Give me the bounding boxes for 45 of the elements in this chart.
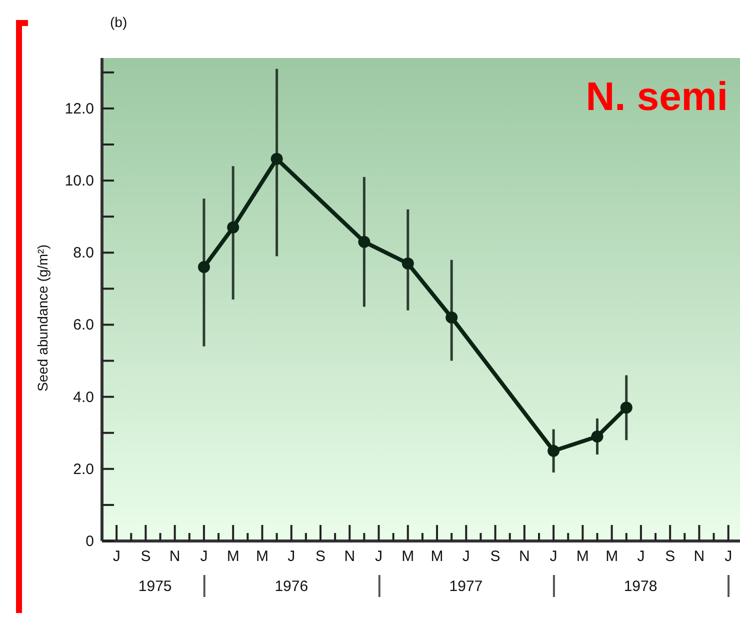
x-tick-label: J: [288, 548, 296, 565]
x-tick-label: S: [140, 548, 151, 565]
x2-tick-label: 1976: [274, 578, 308, 595]
x-tick-label: M: [226, 548, 240, 565]
x-tick-label: J: [375, 548, 383, 565]
x-tick-label: S: [665, 548, 676, 565]
x-tick-label: M: [256, 548, 268, 565]
y-tick-label: 6.0: [73, 316, 94, 334]
y-tick-label: 8.0: [73, 244, 94, 262]
x-tick-label: M: [576, 548, 589, 565]
x-tick-label: N: [694, 548, 705, 565]
y-axis-title: Seed abundance (g/m²): [35, 244, 51, 392]
point: [270, 152, 283, 165]
x-tick-label: M: [606, 548, 618, 565]
x-tick-label: J: [637, 548, 645, 565]
y-tick-label: 0: [86, 533, 94, 550]
x-tick-label: J: [462, 548, 470, 565]
x2-tick-label: 1978: [624, 578, 658, 595]
x2-tick-label: 1975: [138, 578, 172, 595]
x-tick-label: J: [112, 548, 120, 565]
point: [227, 221, 240, 234]
point: [620, 402, 632, 414]
point: [548, 444, 560, 457]
annotation: N. semi: [586, 74, 728, 120]
chart-title: (b): [110, 14, 128, 30]
point: [358, 236, 370, 248]
x-tick-label: N: [169, 548, 180, 565]
x-tick-label: N: [344, 548, 356, 565]
x-tick-label: M: [430, 548, 444, 565]
y-tick-label: 4.0: [73, 388, 94, 406]
x-tick-label: S: [315, 548, 326, 565]
y-tick-label: 2.0: [73, 460, 94, 478]
y-tick-label: 10.0: [64, 172, 94, 190]
x-tick-label: J: [200, 548, 208, 565]
point: [198, 261, 210, 274]
x-tick-label: J: [724, 548, 732, 565]
point: [402, 257, 414, 270]
x-tick-label: S: [490, 548, 500, 565]
point: [446, 312, 458, 324]
x2-tick-label: 1977: [449, 578, 483, 595]
x-tick-label: M: [402, 548, 414, 565]
x-tick-label: N: [519, 548, 530, 565]
point: [591, 430, 604, 442]
x-tick-label: J: [550, 548, 558, 565]
y-tick-label: 12.0: [64, 100, 94, 118]
